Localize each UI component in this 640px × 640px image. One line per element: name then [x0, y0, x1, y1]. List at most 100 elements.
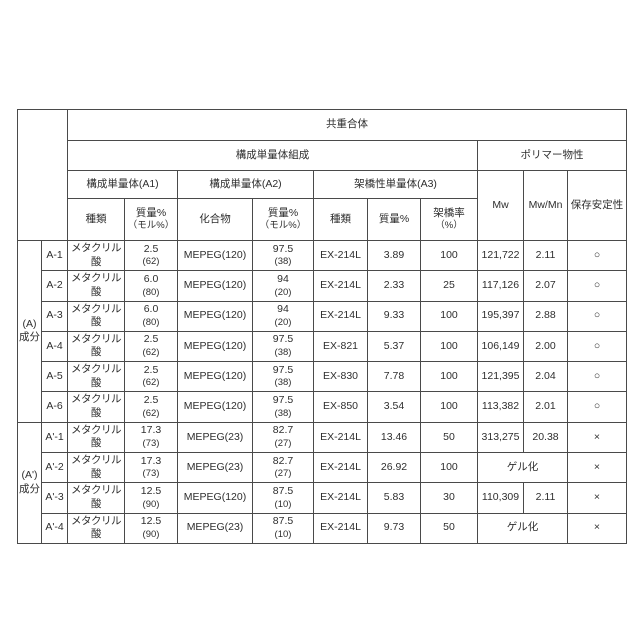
a2-wt: 97.5	[272, 333, 294, 346]
cell-a1-kind: メタクリル酸	[67, 239, 125, 272]
cell-a1-kind: メタクリル酸	[67, 512, 125, 544]
a2-wt: 97.5	[272, 363, 294, 376]
row-id: A'-3	[41, 482, 68, 514]
a2-mol: (38)	[274, 347, 292, 359]
cell-a2-mass: 97.5 (38)	[252, 361, 314, 393]
cell-a2-compound: MEPEG(23)	[177, 512, 253, 544]
cell-mw: 121,395	[477, 361, 524, 393]
header-a2-compound: 化合物	[177, 198, 253, 241]
cell-a2-compound: MEPEG(23)	[177, 421, 253, 453]
cell-a3-mass: 9.73	[367, 512, 421, 544]
a1-mol: (73)	[142, 437, 160, 449]
cell-gelled: ゲル化	[477, 451, 568, 484]
table-row: (A') 成分 A'-1 メタクリル酸 17.3 (73) MEPEG(23) 8…	[17, 421, 627, 544]
table-row: A-6 メタクリル酸 2.5 (62) MEPEG(120) 97.5 (38) E…	[18, 391, 627, 423]
a2-wt: 94	[277, 272, 289, 285]
cell-a1-mass: 12.5 (90)	[124, 512, 178, 544]
a1-mol: (62)	[142, 256, 160, 268]
a2-mol: (20)	[274, 316, 292, 328]
row-id: A-5	[41, 361, 68, 393]
a1-wt: 17.3	[140, 454, 162, 467]
cell-a3-kind: EX-821	[313, 330, 368, 363]
a2-mol: (38)	[274, 407, 292, 419]
cell-a3-ratio: 100	[420, 330, 478, 363]
cell-a1-kind: メタクリル酸	[67, 421, 125, 453]
a1-wt: 6.0	[143, 303, 159, 316]
a2-wt: 82.7	[272, 424, 294, 437]
cell-a1-mass: 2.5 (62)	[124, 361, 178, 393]
cell-a3-mass: 3.54	[367, 391, 421, 423]
a1-mol: (62)	[142, 377, 160, 389]
cell-a3-mass: 26.92	[367, 451, 421, 484]
header-copolymer: 共重合体	[67, 109, 627, 141]
cell-a1-mass: 17.3 (73)	[124, 451, 178, 484]
header-a3-ratio: 架橋率 （%）	[420, 198, 478, 241]
table-row: A-4 メタクリル酸 2.5 (62) MEPEG(120) 97.5 (38) E…	[18, 330, 627, 363]
cell-a2-compound: MEPEG(120)	[177, 270, 253, 302]
cell-a3-ratio: 50	[420, 421, 478, 453]
a2-wt: 87.5	[272, 515, 294, 528]
a2-wt: 94	[277, 303, 289, 316]
header-a3-ratio-line1: 架橋率	[433, 206, 465, 219]
cell-a2-compound: MEPEG(120)	[177, 330, 253, 363]
cell-a2-compound: MEPEG(120)	[177, 239, 253, 272]
table-row: A'-2 メタクリル酸 17.3 (73) MEPEG(23) 82.7 (27) …	[18, 451, 627, 484]
row-id: A-2	[41, 270, 68, 302]
header-a2-mass: 質量% （モル%）	[252, 198, 314, 241]
header-a3-mass: 質量%	[367, 198, 421, 241]
cell-a2-compound: MEPEG(120)	[177, 482, 253, 514]
a1-mol: (90)	[142, 498, 160, 510]
cell-a1-mass: 2.5 (62)	[124, 391, 178, 423]
a2-mol: (27)	[274, 437, 292, 449]
a1-wt: 2.5	[143, 333, 159, 346]
cell-a3-kind: EX-830	[313, 361, 368, 393]
a1-wt: 6.0	[143, 272, 159, 285]
row-id: A-4	[41, 330, 68, 363]
table-row: A'-3 メタクリル酸 12.5 (90) MEPEG(120) 87.5 (10)…	[18, 482, 627, 514]
cell-a1-mass: 2.5 (62)	[124, 330, 178, 363]
cell-a3-ratio: 100	[420, 391, 478, 423]
cell-a1-kind: メタクリル酸	[67, 361, 125, 393]
header-monomer-a2: 構成単量体(A2)	[177, 170, 314, 199]
cell-mw: 106,149	[477, 330, 524, 363]
group-a-prime-line1: (A')	[21, 469, 38, 482]
row-id: A-6	[41, 391, 68, 423]
row-id: A-3	[41, 300, 68, 332]
cell-a3-mass: 2.33	[367, 270, 421, 302]
cell-a1-kind: メタクリル酸	[67, 482, 125, 514]
table-row: A-5 メタクリル酸 2.5 (62) MEPEG(120) 97.5 (38) E…	[18, 361, 627, 393]
cell-mw: 117,126	[477, 270, 524, 302]
cell-stability: ○	[567, 361, 627, 393]
a1-wt: 12.5	[140, 515, 162, 528]
a1-mol: (62)	[142, 347, 160, 359]
a1-wt: 2.5	[143, 242, 159, 255]
cell-a3-ratio: 50	[420, 512, 478, 544]
header-monomer-composition: 構成単量体組成	[67, 140, 478, 171]
cell-a2-mass: 94 (20)	[252, 300, 314, 332]
cell-mw-mn: 2.00	[523, 330, 568, 363]
cell-a3-kind: EX-214L	[313, 451, 368, 484]
cell-a3-kind: EX-214L	[313, 239, 368, 272]
cell-a1-kind: メタクリル酸	[67, 300, 125, 332]
header-mw: Mw	[477, 170, 524, 241]
cell-a3-ratio: 100	[420, 451, 478, 484]
row-id: A-1	[41, 239, 68, 272]
group-a-line1: (A)	[22, 317, 37, 330]
header-a3-ratio-line2: （%）	[435, 220, 463, 232]
a1-wt: 12.5	[140, 484, 162, 497]
header-corner-empty	[17, 109, 68, 241]
cell-a2-compound: MEPEG(120)	[177, 361, 253, 393]
header-mw-mn: Mw/Mn	[523, 170, 568, 241]
header-a1-mass-line2: （モル%）	[127, 220, 175, 232]
cell-a2-mass: 97.5 (38)	[252, 239, 314, 272]
cell-a3-kind: EX-214L	[313, 482, 368, 514]
a2-wt: 97.5	[272, 242, 294, 255]
cell-mw-mn: 2.07	[523, 270, 568, 302]
cell-mw-mn: 2.11	[523, 239, 568, 272]
cell-a2-compound: MEPEG(120)	[177, 391, 253, 423]
cell-stability: ○	[567, 330, 627, 363]
cell-mw-mn: 2.01	[523, 391, 568, 423]
a2-wt: 87.5	[272, 484, 294, 497]
table-row: A-3 メタクリル酸 6.0 (80) MEPEG(120) 94 (20) EX-…	[18, 300, 627, 332]
